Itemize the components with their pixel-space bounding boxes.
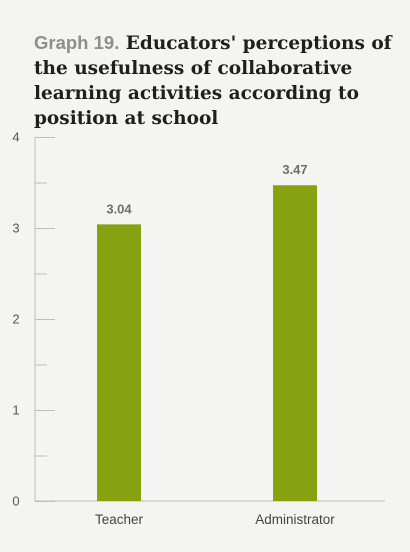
chart-title-text: Educators' perceptions of the usefulness… bbox=[34, 33, 392, 129]
chart-title-prefix: Graph 19. bbox=[34, 32, 120, 53]
y-tick-label-2: 2 bbox=[12, 312, 19, 327]
y-tick-label-0: 0 bbox=[12, 494, 19, 509]
bar-value-label-teacher: 3.04 bbox=[106, 201, 132, 216]
y-tick-label-3: 3 bbox=[12, 221, 19, 236]
y-tick-label-4: 4 bbox=[12, 130, 19, 145]
x-category-label-administrator: Administrator bbox=[255, 512, 335, 527]
x-category-label-teacher: Teacher bbox=[95, 512, 144, 527]
bar-teacher bbox=[97, 224, 141, 502]
y-tick-label-1: 1 bbox=[12, 403, 19, 418]
chart-title: Graph 19. Educators' perceptions of the … bbox=[34, 30, 402, 131]
bar-administrator bbox=[273, 185, 317, 502]
bar-value-label-administrator: 3.47 bbox=[282, 162, 307, 177]
